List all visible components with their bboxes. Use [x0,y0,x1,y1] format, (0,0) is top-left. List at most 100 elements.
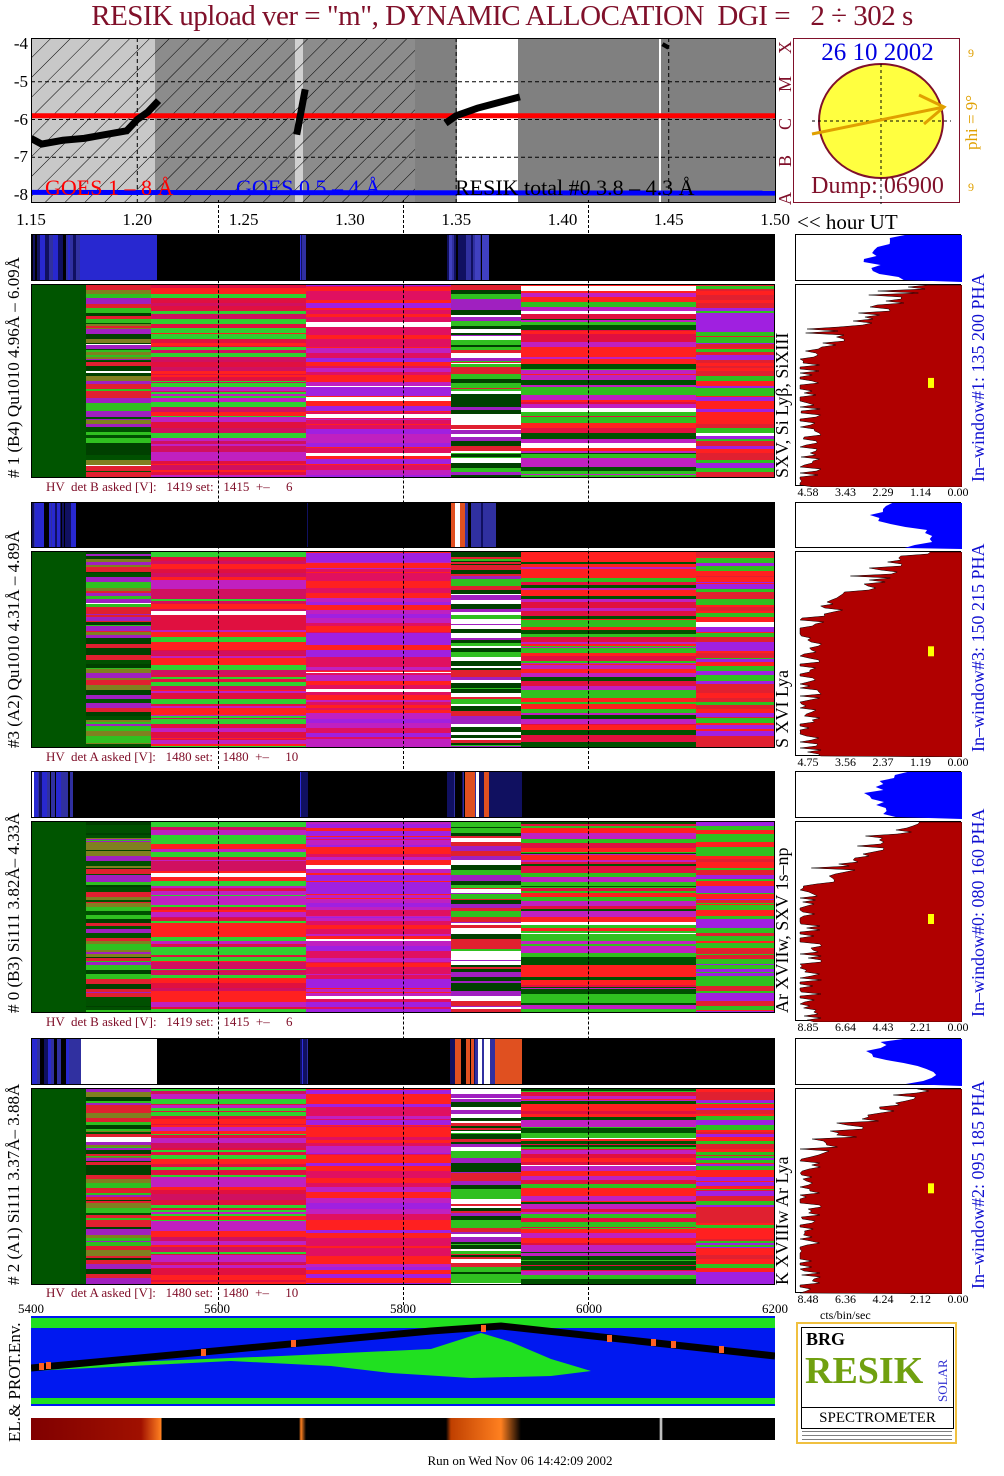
spectrogram-column [151,822,306,1012]
strip-segment [447,772,522,817]
pha-histogram-fill [866,1039,962,1086]
hatch-region [303,38,415,203]
spectrogram-column [306,1089,451,1284]
strip-segment [32,1039,157,1084]
spectral-line-label: K XVIIIw Ar Lya [772,1156,792,1285]
spectrum-histogram [795,284,963,488]
dump-number: Dump: 06900 [811,173,944,199]
pha-histogram-fill [863,772,962,819]
spectrogram-column [521,1089,696,1284]
spectrum-histogram-fill [799,821,963,1023]
env-band [31,1398,775,1404]
marker [928,377,934,388]
data-coverage-region [457,38,518,203]
strip-segment [300,503,308,547]
x-tick-label: 1.40 [547,210,578,229]
spectrogram-column [32,1089,86,1284]
histogram-tick-label: 6.36 [835,1292,856,1306]
spectrogram-column [696,552,774,747]
light-curve-plot: GOES 1 – 8 Å GOES 0.5 – 4 Å RESIK total #0… [31,38,776,203]
pha-histogram [795,502,962,549]
resik-total-line [661,42,670,50]
spectrogram-column [696,285,774,477]
orbit-marker [201,1349,206,1356]
legend-resik: RESIK total #0 3.8 – 4.3 Å [455,175,695,200]
histogram-tick-label: 4.24 [872,1292,894,1306]
orbit-marker [607,1335,612,1342]
run-timestamp: Run on Wed Nov 06 14:42:09 2002 [427,1453,613,1468]
strip-segment [32,503,157,547]
y-tick-label: -7 [13,147,28,167]
orbit-marker [481,1325,486,1332]
env-band [31,1318,775,1328]
channel-tick-label: 6200 [762,1301,788,1316]
y-tick-label: -6 [13,109,28,129]
histogram-tick-label: 2.37 [872,755,894,769]
spectrogram-panel [31,821,775,1013]
spectrogram-column [151,1089,306,1284]
observation-date: 26 10 2002 [821,39,934,66]
spectrogram-column [451,552,521,747]
window-label: In–window#3: 150 215 PHA [968,543,988,752]
histogram-tick-label: 2.12 [910,1292,931,1306]
hv-status: HV det B asked [V]: 1419 set: 1415 +– 6 [46,479,293,494]
histogram-tick-label: 2.21 [910,1020,931,1034]
detector-label: # 1 (B4) Qu1010 4.96Å – 6.09Å [4,257,23,478]
histogram-tick-label: 4.75 [797,755,819,769]
orbit-marker [719,1346,724,1353]
strip-segment [32,235,157,280]
hv-status: HV det A asked [V]: 1480 set: 1480 +– 10 [46,749,299,764]
x-tick-label: 1.45 [653,210,684,229]
resik-total-line [31,98,162,148]
environment-label: EL.& PROT.Env. [5,1322,24,1442]
hv-status: HV det A asked [V]: 1480 set: 1480 +– 10 [46,1285,299,1300]
logo-solar: SOLAR [935,1359,950,1402]
env-region [31,1333,591,1378]
y-tick-label: -5 [13,71,28,91]
pha-histogram [795,1038,962,1086]
channel-tick-label: 6000 [576,1301,602,1316]
channel-tick-label: 5800 [390,1301,416,1316]
spectrum-histogram-fill [799,551,963,758]
spectral-line-label: S XVI Lya [772,670,792,748]
particle-environment-plot [31,1316,775,1406]
logo-resik: RESIK [805,1350,924,1392]
orbit-marker [291,1340,296,1347]
data-coverage-region [518,38,776,203]
detector-label: # 2 (A1) Si111 3.37Å– 3.88Å [4,1083,23,1285]
histogram-tick-label: 0.00 [947,1292,969,1306]
legend-goes_long: GOES 1 – 8 Å [45,175,173,200]
orbit-track [31,1322,775,1372]
spectrogram-column [86,285,151,477]
logo-brg: BRG [806,1329,846,1349]
spectrogram-column [696,822,774,1012]
histogram-tick-label: 8.48 [797,1292,819,1306]
spectrum-histogram-fill [799,284,963,488]
marker [928,646,934,657]
pha-histogram [795,234,962,282]
spectrogram-column [696,1089,774,1284]
orbit-marker [39,1363,44,1370]
strip-segment [447,1039,522,1084]
x-axis-label: << hour UT [797,210,898,234]
data-coverage-region [659,38,661,203]
spectrogram-column [521,285,696,477]
strip-segment [447,503,522,547]
hv-status: HV det B asked [V]: 1419 set: 1415 +– 6 [46,1014,293,1029]
spectrogram-column [451,1089,521,1284]
x-tick-label: 1.25 [228,210,259,229]
orbit-marker [651,1339,656,1346]
spectrum-histogram [795,1088,963,1295]
resik-total-line [443,93,521,127]
channel-tick-label: 5600 [204,1301,230,1316]
strip-segment [32,772,157,817]
spectrogram-column [521,822,696,1012]
logo-spectrometer: SPECTROMETER [802,1407,953,1428]
legend-goes_short: GOES 0.5 – 4 Å [236,175,381,200]
spectrogram-column [86,552,151,747]
x-tick-label: 1.50 [760,210,790,229]
histogram-tick-label: 6.64 [835,1020,856,1034]
resik-total-line [293,88,309,136]
time-guide-line [588,200,589,1305]
